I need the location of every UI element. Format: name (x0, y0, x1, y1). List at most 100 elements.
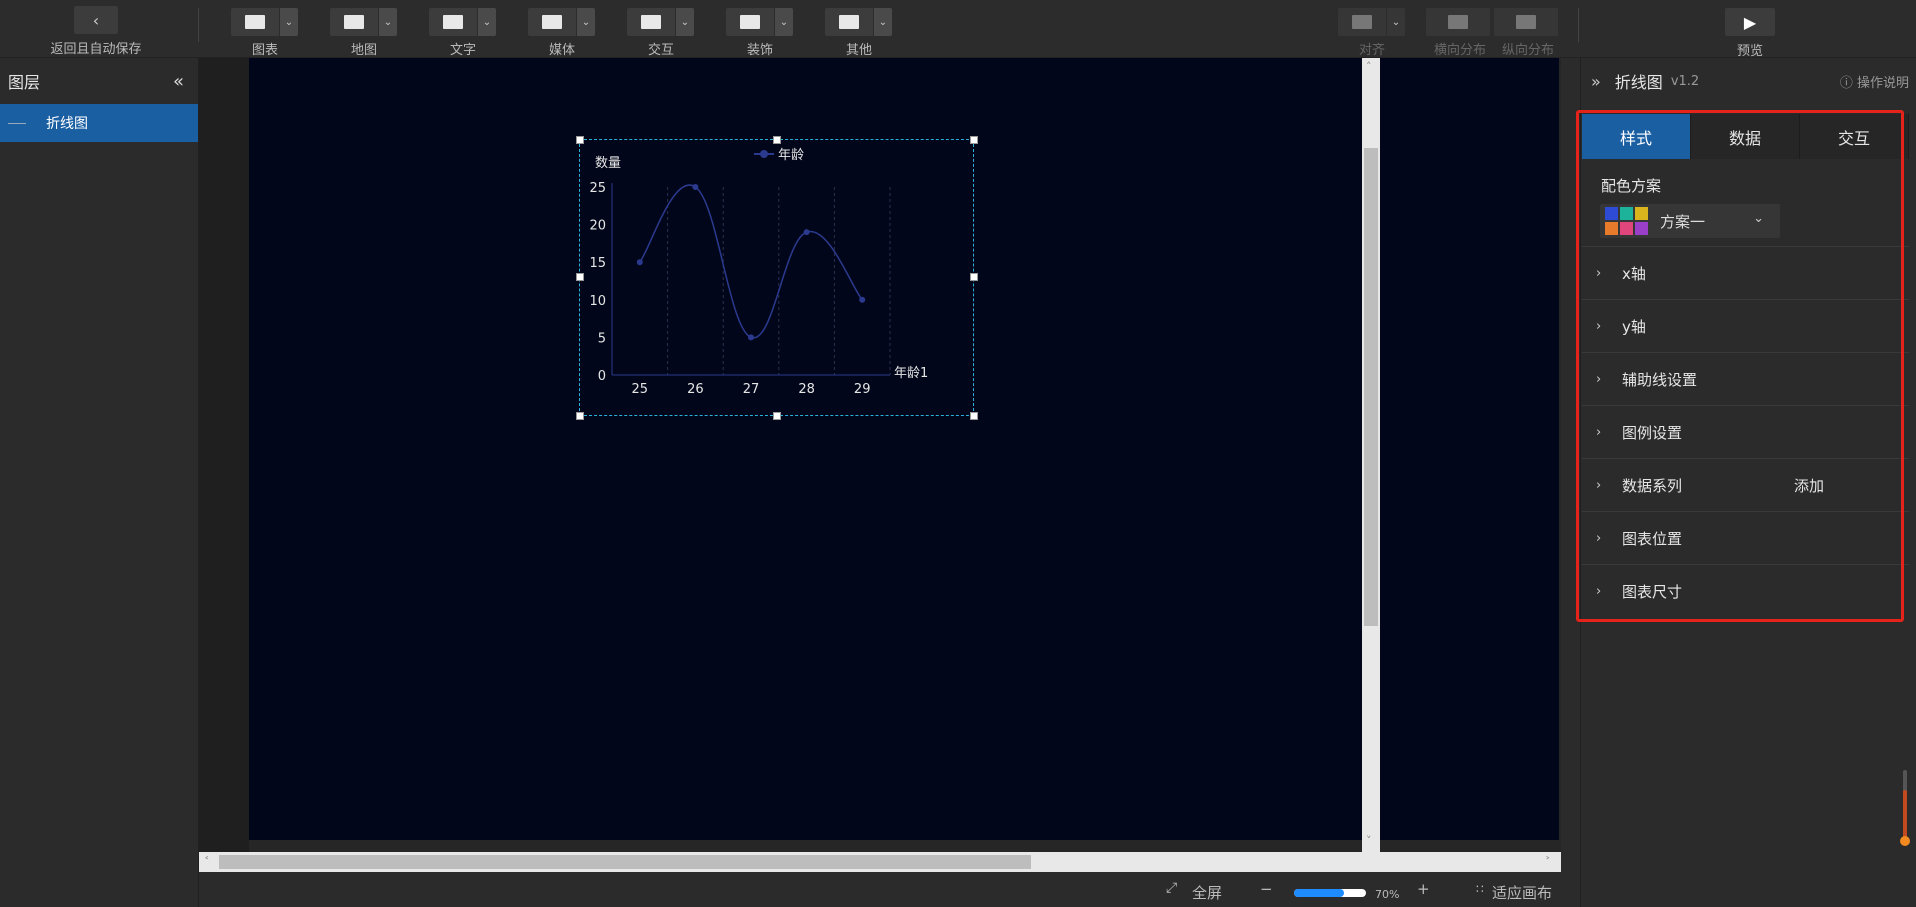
chevron-down-icon[interactable]: ⌄ (1387, 8, 1405, 36)
section-label: 图例设置 (1622, 423, 1683, 442)
horizontal-scroll-thumb[interactable] (219, 855, 1031, 869)
tab-data[interactable]: 数据 (1691, 114, 1800, 159)
data-point (748, 334, 754, 341)
zoom-out-button[interactable]: − (1260, 880, 1273, 898)
chevron-down-icon[interactable]: ⌄ (379, 8, 397, 36)
line-chart-icon (8, 122, 26, 124)
toolbar-text-button[interactable]: ⌄ 文字 (429, 8, 497, 58)
chevron-down-icon[interactable]: ⌄ (478, 8, 496, 36)
resize-handle[interactable] (773, 412, 781, 420)
side-level-slider[interactable] (1900, 770, 1910, 846)
section-guide-lines[interactable]: › 辅助线设置 (1582, 352, 1909, 405)
add-series-button[interactable]: 添加 (1794, 476, 1825, 495)
section-x-axis[interactable]: › x轴 (1582, 246, 1909, 299)
scroll-left-icon[interactable]: ˂ (204, 855, 210, 868)
resize-handle[interactable] (970, 412, 978, 420)
horizontal-scrollbar[interactable]: ˂ ˃ (199, 852, 1561, 872)
toolbar-interaction-button[interactable]: ⌄ 交互 (627, 8, 695, 58)
toolbar-media-button[interactable]: ⌄ 媒体 (528, 8, 596, 58)
chevron-down-icon[interactable]: ⌄ (676, 8, 694, 36)
toolbar-vertical-distribute-button[interactable]: 纵向分布 (1494, 8, 1558, 58)
resize-handle[interactable] (576, 136, 584, 144)
line-chart-component[interactable]: 0 5 10 15 20 25 25 26 27 28 29 数量 年龄1 年龄 (579, 139, 974, 416)
canvas-stage[interactable] (249, 58, 1559, 840)
tab-style[interactable]: 样式 (1582, 114, 1691, 159)
y-tick-label: 10 (589, 294, 606, 309)
preview-label: 预览 (1736, 44, 1763, 59)
color-scheme-select[interactable]: 方案一 ⌄ (1600, 204, 1780, 238)
info-icon: ⓘ (1839, 75, 1857, 91)
toolbar-map-label: 地图 (350, 43, 377, 58)
side-level-knob[interactable] (1900, 836, 1910, 846)
section-chart-size[interactable]: › 图表尺寸 (1582, 564, 1909, 617)
y-axis-title: 数量 (595, 156, 621, 171)
toolbar-chart-button[interactable]: ⌄ 图表 (231, 8, 299, 58)
resize-handle[interactable] (576, 273, 584, 281)
resize-handle[interactable] (576, 412, 584, 420)
toolbar-align-label: 对齐 (1358, 43, 1385, 58)
toolbar-decoration-button[interactable]: ⌄ 装饰 (726, 8, 794, 58)
toolbar-other-button[interactable]: ⌄ 其他 (825, 8, 893, 58)
fullscreen-button[interactable]: 全屏 (1192, 884, 1223, 902)
back-and-save-button[interactable]: ‹ 返回且自动保存 (46, 6, 146, 57)
component-version: v1.2 (1670, 73, 1700, 89)
color-swatch (1635, 207, 1648, 220)
toolbar-hdist-label: 横向分布 (1433, 43, 1486, 58)
x-axis-title: 年龄1 (894, 366, 928, 381)
color-scheme-swatches (1605, 207, 1648, 235)
chevron-down-icon[interactable]: ⌄ (577, 8, 595, 36)
scroll-down-icon[interactable]: ˅ (1366, 834, 1372, 847)
layer-item[interactable]: 折线图 (0, 104, 198, 142)
section-label: 数据系列 (1622, 476, 1683, 495)
resize-handle[interactable] (970, 273, 978, 281)
scroll-up-icon[interactable]: ˄ (1366, 60, 1372, 73)
tab-interaction[interactable]: 交互 (1800, 114, 1909, 159)
layer-item-label: 折线图 (46, 116, 88, 132)
data-point (636, 259, 643, 266)
vertical-scroll-thumb[interactable] (1364, 148, 1378, 626)
series-line (639, 184, 863, 339)
section-y-axis[interactable]: › y轴 (1582, 299, 1909, 352)
color-swatch (1620, 207, 1633, 220)
chevron-right-icon: › (1596, 318, 1602, 334)
canvas-area (199, 58, 1561, 872)
section-legend[interactable]: › 图例设置 (1582, 405, 1909, 458)
color-scheme-label: 配色方案 (1601, 177, 1662, 195)
section-chart-position[interactable]: › 图表位置 (1582, 511, 1909, 564)
vertical-scrollbar[interactable]: ˄ ˅ (1362, 58, 1380, 858)
legend-label: 年龄 (778, 148, 804, 163)
preview-button[interactable]: ▶ 预览 (1722, 8, 1778, 59)
toolbar-other-label: 其他 (845, 43, 872, 58)
inspector-title: 折线图 (1614, 73, 1663, 92)
zoom-slider-fill (1294, 889, 1344, 897)
chevron-down-icon: ⌄ (1753, 211, 1764, 226)
fullscreen-icon[interactable]: ⤢ (1166, 880, 1178, 896)
resize-handle[interactable] (970, 136, 978, 144)
scroll-right-icon[interactable]: ˃ (1545, 855, 1551, 868)
fit-canvas-button[interactable]: 适应画布 (1492, 884, 1553, 902)
resize-handle[interactable] (773, 136, 781, 144)
x-tick-label: 29 (854, 382, 871, 397)
toolbar-decoration-label: 装饰 (746, 43, 773, 58)
toolbar-horizontal-distribute-button[interactable]: 横向分布 (1426, 8, 1490, 58)
help-link[interactable]: ⓘ 操作说明 (1840, 72, 1909, 91)
chevron-down-icon[interactable]: ⌄ (775, 8, 793, 36)
collapse-left-icon[interactable]: « (172, 70, 184, 92)
expand-right-icon[interactable]: » (1591, 71, 1601, 91)
inspector-panel: » 折线图 v1.2 ⓘ 操作说明 (1580, 58, 1916, 907)
color-swatch (1605, 207, 1618, 220)
layers-header: 图层 « (0, 58, 198, 104)
chevron-down-icon[interactable]: ⌄ (280, 8, 298, 36)
y-tick-label: 20 (589, 219, 606, 234)
chevron-down-icon[interactable]: ⌄ (874, 8, 892, 36)
section-data-series[interactable]: › 数据系列 添加 (1582, 458, 1909, 511)
chevron-right-icon: › (1596, 424, 1602, 440)
toolbar-map-button[interactable]: ⌄ 地图 (330, 8, 398, 58)
fit-canvas-icon[interactable]: ∷ (1476, 882, 1484, 896)
zoom-in-button[interactable]: + (1417, 880, 1430, 898)
toolbar-align-button[interactable]: ⌄ 对齐 (1338, 8, 1406, 58)
map-icon (344, 15, 364, 29)
chevron-right-icon: › (1596, 371, 1602, 387)
color-swatch (1635, 222, 1648, 235)
